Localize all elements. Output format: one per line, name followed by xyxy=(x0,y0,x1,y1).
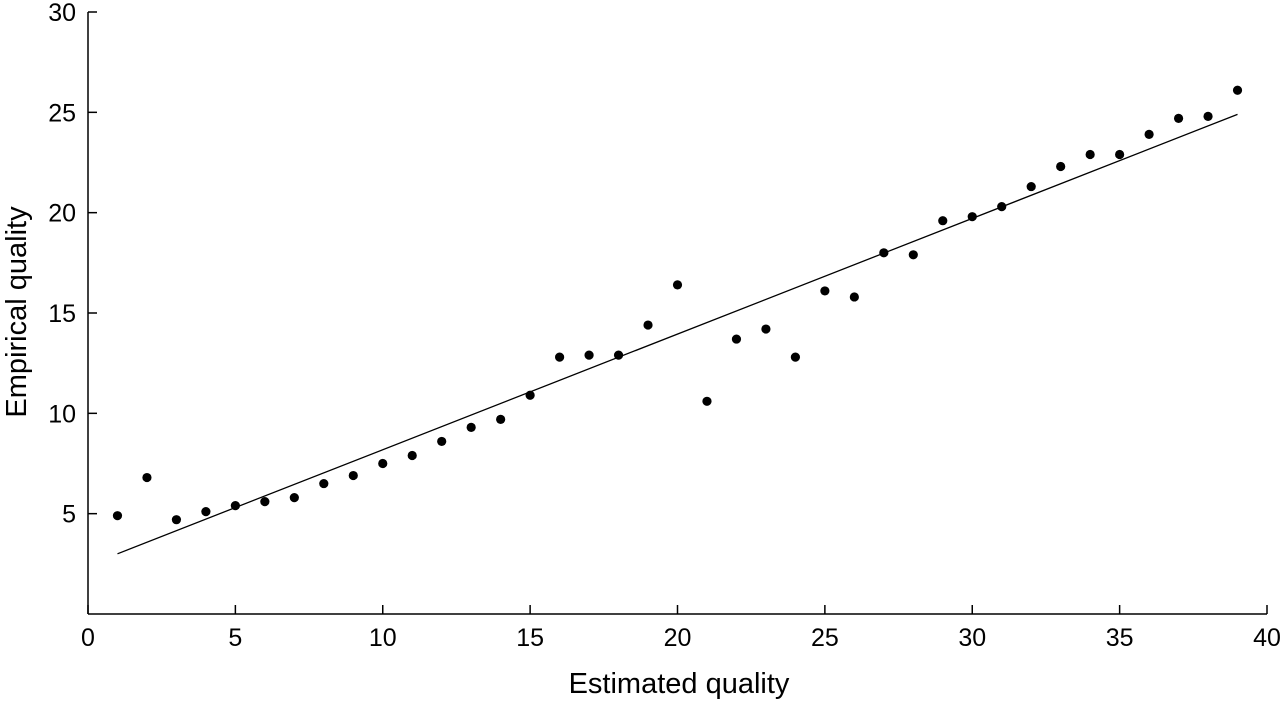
x-axis-title: Estimated quality xyxy=(569,668,790,700)
data-point xyxy=(967,212,977,222)
data-point xyxy=(613,350,624,360)
data-point xyxy=(731,334,742,344)
data-point xyxy=(260,497,270,507)
data-point xyxy=(1232,85,1243,95)
x-tick-label: 0 xyxy=(81,624,95,652)
data-point xyxy=(142,472,152,483)
y-tick-label: 15 xyxy=(48,300,76,328)
data-point xyxy=(672,280,683,290)
data-point xyxy=(289,493,299,503)
data-point xyxy=(820,286,830,296)
data-point xyxy=(496,414,506,424)
x-tick-label: 10 xyxy=(369,624,397,652)
data-point xyxy=(319,478,329,489)
axes xyxy=(87,12,1267,615)
data-point xyxy=(407,450,417,461)
x-tick-label: 5 xyxy=(228,624,242,652)
data-point xyxy=(1056,161,1066,172)
fit-line-group xyxy=(117,113,1238,555)
y-tick-label: 5 xyxy=(62,501,76,529)
data-point xyxy=(1203,111,1213,121)
data-point xyxy=(938,216,948,226)
data-point xyxy=(790,352,801,362)
data-point xyxy=(908,250,918,260)
data-point xyxy=(1144,129,1154,140)
data-points xyxy=(112,85,1243,525)
x-tick-label: 40 xyxy=(1253,624,1280,652)
data-point xyxy=(171,515,182,525)
data-point xyxy=(555,352,565,362)
y-tick-label: 30 xyxy=(48,0,76,27)
data-point xyxy=(584,350,594,360)
data-point xyxy=(1173,113,1184,123)
fit-line xyxy=(117,113,1238,555)
data-point xyxy=(112,511,123,521)
data-point xyxy=(643,320,653,330)
data-point xyxy=(1085,149,1095,160)
data-point xyxy=(702,396,712,406)
data-point xyxy=(201,507,211,517)
y-tick-label: 25 xyxy=(48,99,76,127)
data-point xyxy=(466,422,476,432)
y-tick-label: 20 xyxy=(48,200,76,228)
data-point xyxy=(849,292,859,302)
data-point xyxy=(378,458,388,469)
x-tick-label: 25 xyxy=(811,624,839,652)
data-point xyxy=(437,436,447,447)
x-tick-label: 20 xyxy=(664,624,692,652)
ticks: 0 5 10 15 20 25 30 35 40 5 10 15 20 25 30 xyxy=(48,0,1280,652)
y-axis-title: Empirical quality xyxy=(1,206,33,418)
data-point xyxy=(761,324,771,334)
x-tick-label: 30 xyxy=(958,624,986,652)
y-tick-label: 10 xyxy=(48,400,76,428)
data-point xyxy=(230,501,240,511)
data-point xyxy=(879,248,889,258)
x-tick-label: 35 xyxy=(1106,624,1134,652)
data-point xyxy=(348,470,358,481)
data-point xyxy=(1115,149,1125,160)
x-tick-label: 15 xyxy=(516,624,544,652)
data-point xyxy=(525,390,535,400)
data-point xyxy=(997,202,1007,212)
data-point xyxy=(1026,181,1036,192)
